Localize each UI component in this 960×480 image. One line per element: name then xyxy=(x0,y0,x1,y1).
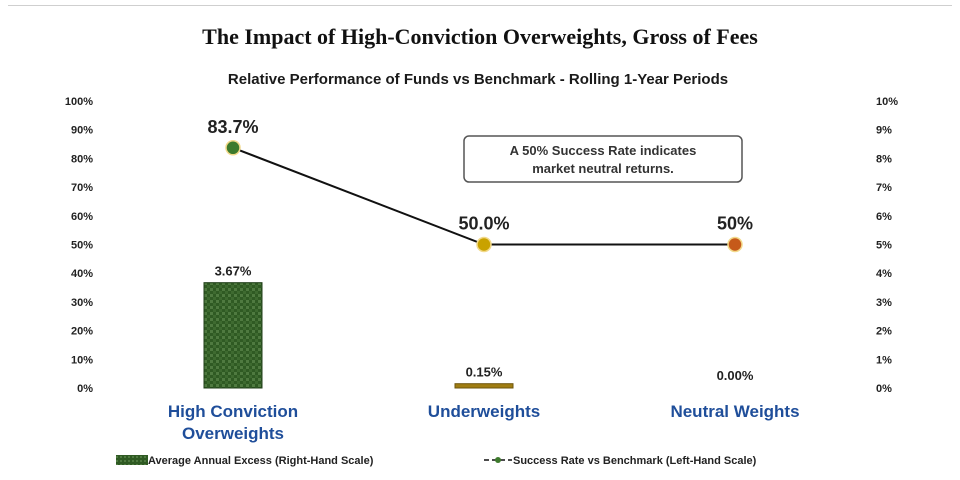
right-tick-label: 10% xyxy=(876,96,898,108)
legend-bar-swatch xyxy=(116,455,148,465)
annotation-box: A 50% Success Rate indicates market neut… xyxy=(463,135,743,183)
line-series: 83.7% 50.0% 50% xyxy=(207,117,753,253)
annotation-line-1: A 50% Success Rate indicates xyxy=(510,143,697,158)
left-tick-label: 20% xyxy=(71,326,93,338)
category-label: Neutral Weights xyxy=(670,402,799,421)
right-tick-label: 2% xyxy=(876,326,892,338)
success-rate-label: 50.0% xyxy=(458,214,509,234)
category-label: Underweights xyxy=(428,402,540,421)
left-axis: 0% 10% 20% 30% 40% 50% 60% 70% 80% 90% 100% xyxy=(65,96,93,395)
left-tick-label: 0% xyxy=(77,383,93,395)
right-tick-label: 6% xyxy=(876,211,892,223)
success-rate-point xyxy=(225,140,241,156)
legend-bar-label: Average Annual Excess (Right-Hand Scale) xyxy=(148,455,374,467)
category-label: High Conviction Overweights xyxy=(168,402,298,443)
right-tick-label: 5% xyxy=(876,240,892,252)
left-tick-label: 80% xyxy=(71,153,93,165)
right-tick-label: 3% xyxy=(876,297,892,309)
left-tick-label: 70% xyxy=(71,182,93,194)
success-rate-point xyxy=(727,236,743,253)
left-tick-label: 10% xyxy=(71,354,93,366)
annotation-border xyxy=(463,135,743,183)
right-axis: 0% 1% 2% 3% 4% 5% 6% 7% 8% 9% 10% xyxy=(876,96,898,395)
left-tick-label: 50% xyxy=(71,240,93,252)
left-tick-label: 100% xyxy=(65,96,93,108)
success-rate-label: 50% xyxy=(717,214,753,234)
category-labels: High Conviction Overweights Underweights Ne… xyxy=(168,402,800,443)
bar-value-label: 0.15% xyxy=(466,365,503,380)
left-tick-label: 40% xyxy=(71,268,93,280)
right-tick-label: 8% xyxy=(876,153,892,165)
left-tick-label: 60% xyxy=(71,211,93,223)
bar-value-label: 0.00% xyxy=(717,368,754,383)
bar-series: 3.67% 0.15% 0.00% xyxy=(203,264,754,389)
right-tick-label: 1% xyxy=(876,354,892,366)
page-title: The Impact of High-Conviction Overweight… xyxy=(202,24,758,49)
legend-line-marker xyxy=(495,457,501,463)
bar-value-label: 3.67% xyxy=(215,264,252,279)
legend-line-label: Success Rate vs Benchmark (Left-Hand Sca… xyxy=(513,455,757,467)
top-rule xyxy=(8,5,952,6)
right-tick-label: 4% xyxy=(876,268,892,280)
bar xyxy=(454,383,514,389)
left-tick-label: 30% xyxy=(71,297,93,309)
chart-title: Relative Performance of Funds vs Benchma… xyxy=(228,71,728,88)
success-rate-label: 83.7% xyxy=(207,117,258,137)
right-tick-label: 0% xyxy=(876,383,892,395)
success-rate-point xyxy=(476,236,492,253)
right-tick-label: 9% xyxy=(876,125,892,137)
legend: Average Annual Excess (Right-Hand Scale)… xyxy=(116,455,757,467)
right-tick-label: 7% xyxy=(876,182,892,194)
left-tick-label: 90% xyxy=(71,125,93,137)
bar xyxy=(203,282,263,389)
annotation-line-2: market neutral returns. xyxy=(532,161,674,176)
